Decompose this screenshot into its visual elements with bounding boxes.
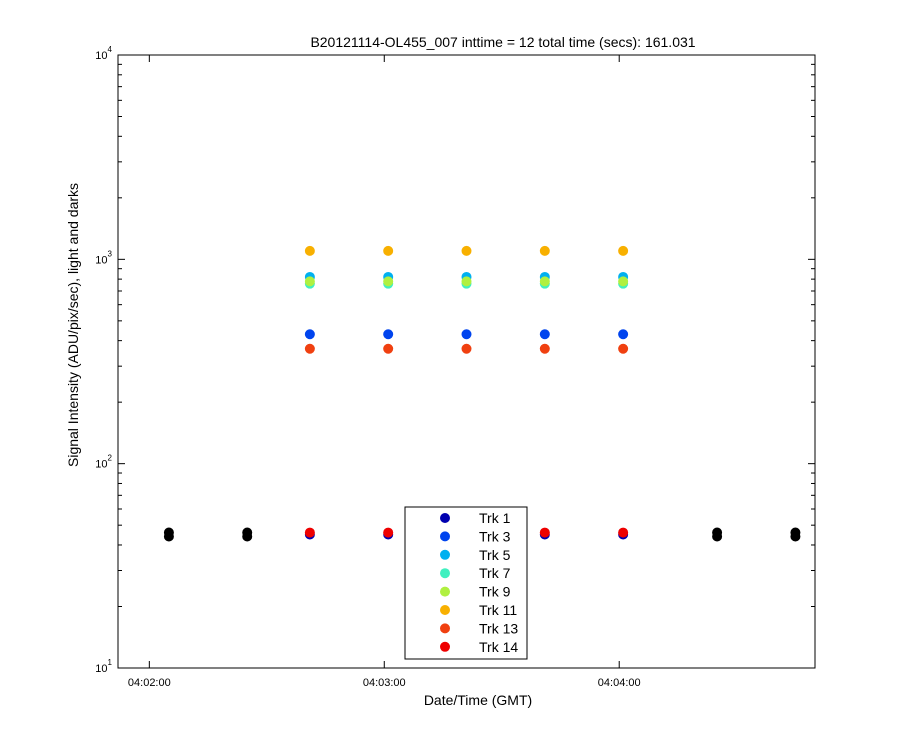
series-point — [304, 343, 315, 354]
legend: Trk 1 Trk 3 Trk 5 Trk 7 Trk 9 Trk 11 Trk 13 Trk… — [404, 506, 528, 660]
series-point — [539, 527, 550, 538]
series-point — [618, 245, 629, 256]
y-axis-title: Signal Intensity (ADU/pix/sec), light an… — [65, 183, 81, 467]
x-axis-title: Date/Time (GMT) — [424, 692, 532, 708]
series-point — [383, 329, 394, 340]
legend-box — [404, 506, 528, 660]
series-point — [383, 527, 394, 538]
legend-label: Trk 1 — [479, 510, 511, 526]
legend-marker — [440, 531, 450, 542]
series-point — [304, 276, 315, 287]
legend-marker — [440, 513, 450, 523]
legend-label: Trk 9 — [479, 584, 511, 600]
series-point — [539, 329, 550, 340]
y-tick-label: 104 — [95, 45, 112, 62]
dark-point — [790, 531, 801, 542]
legend-marker — [440, 549, 450, 560]
dark-point — [712, 531, 723, 542]
data-points — [163, 245, 801, 542]
series-point — [383, 276, 394, 287]
legend-label: Trk 14 — [479, 639, 518, 655]
legend-label: Trk 5 — [479, 547, 511, 563]
x-tick-label: 04:03:00 — [363, 677, 406, 689]
x-axis-ticks: 04:02:00 04:03:00 04:04:00 — [128, 55, 641, 689]
series-point — [304, 527, 315, 538]
series-point — [618, 329, 629, 340]
chart-title: B20121114-OL455_007 inttime = 12 total t… — [310, 34, 695, 50]
legend-label: Trk 13 — [479, 620, 518, 636]
series-point — [383, 245, 394, 256]
y-tick-label: 101 — [95, 658, 112, 675]
series-point — [461, 276, 472, 287]
legend-marker — [440, 623, 450, 634]
series-point — [618, 276, 629, 287]
legend-marker — [440, 605, 450, 615]
series-point — [304, 245, 315, 256]
series-point — [461, 329, 472, 340]
series-point — [618, 527, 629, 538]
legend-label: Trk 7 — [479, 565, 511, 581]
legend-label: Trk 11 — [479, 602, 517, 618]
series-point — [539, 245, 550, 256]
y-tick-label: 103 — [95, 249, 112, 266]
series-point — [461, 343, 472, 354]
series-point — [539, 276, 550, 287]
dark-point — [242, 531, 253, 542]
legend-marker — [440, 641, 450, 652]
series-point — [461, 245, 472, 256]
legend-label: Trk 3 — [479, 528, 511, 544]
y-axis-ticks: 101 102 103 104 — [95, 45, 815, 675]
legend-marker — [440, 568, 450, 579]
series-point — [383, 343, 394, 354]
dark-point — [163, 531, 174, 542]
y-tick-label: 102 — [95, 454, 112, 471]
series-point — [304, 329, 315, 340]
x-tick-label: 04:02:00 — [128, 677, 171, 689]
legend-marker — [440, 586, 450, 597]
series-point — [618, 343, 629, 354]
series-point — [539, 343, 550, 354]
x-tick-label: 04:04:00 — [598, 677, 641, 689]
